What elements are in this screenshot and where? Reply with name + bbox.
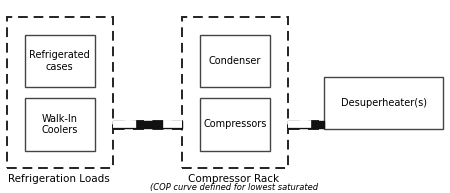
Bar [200, 35, 270, 87]
Bar [200, 98, 270, 151]
Bar [324, 77, 443, 129]
Bar [25, 35, 94, 87]
Text: Compressor Rack: Compressor Rack [189, 174, 279, 184]
Text: Refrigeration Loads: Refrigeration Loads [8, 174, 109, 184]
Text: Condenser: Condenser [209, 56, 261, 66]
Text: Desuperheater(s): Desuperheater(s) [341, 98, 427, 108]
Text: Compressors: Compressors [203, 119, 267, 130]
Bar [7, 17, 112, 168]
Text: Walk-In
Coolers: Walk-In Coolers [41, 114, 78, 135]
Bar [182, 17, 288, 168]
Text: Refrigerated
cases: Refrigerated cases [29, 50, 90, 72]
Text: (COP curve defined for lowest saturated
suction temperature needed to meet all
r: (COP curve defined for lowest saturated … [150, 183, 318, 193]
Bar [25, 98, 94, 151]
